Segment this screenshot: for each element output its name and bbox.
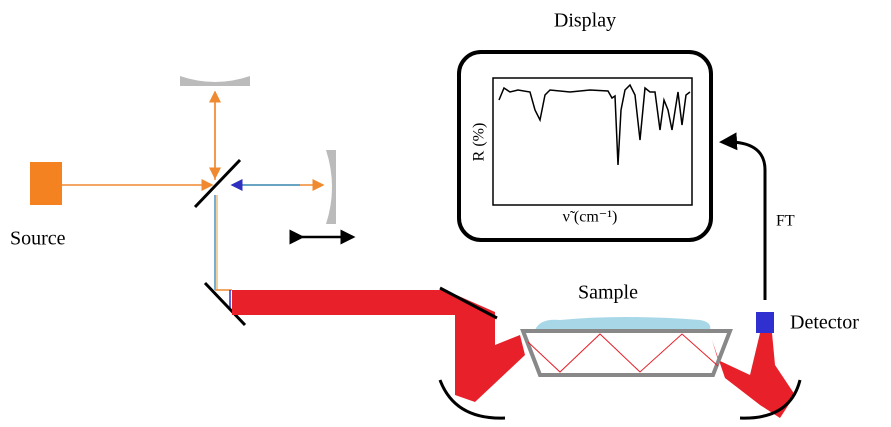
x-axis-label: ν̃ (cm⁻¹) bbox=[563, 209, 618, 226]
ir-beam bbox=[712, 333, 795, 418]
sample-label: Sample bbox=[578, 282, 638, 304]
ir-beam bbox=[232, 290, 525, 402]
mirror bbox=[439, 286, 498, 320]
sample-layer bbox=[535, 317, 711, 330]
mirror bbox=[326, 150, 336, 224]
display-label: Display bbox=[554, 10, 616, 32]
ft-arrow bbox=[719, 132, 767, 300]
atr-crystal bbox=[520, 329, 733, 377]
detector-box bbox=[756, 312, 774, 333]
detector-label: Detector bbox=[790, 312, 859, 334]
beam-splitter bbox=[193, 158, 242, 209]
mirror bbox=[438, 379, 506, 420]
plot-area bbox=[492, 77, 693, 206]
mirror bbox=[739, 379, 802, 420]
mirror bbox=[180, 76, 250, 86]
ft-label: FT bbox=[776, 213, 795, 230]
source-label: Source bbox=[10, 228, 66, 250]
mirror bbox=[203, 281, 247, 327]
y-axis-label: R (%) bbox=[471, 123, 488, 162]
source-box bbox=[30, 162, 62, 205]
internal-reflection bbox=[527, 333, 719, 373]
spectrum bbox=[498, 83, 691, 166]
